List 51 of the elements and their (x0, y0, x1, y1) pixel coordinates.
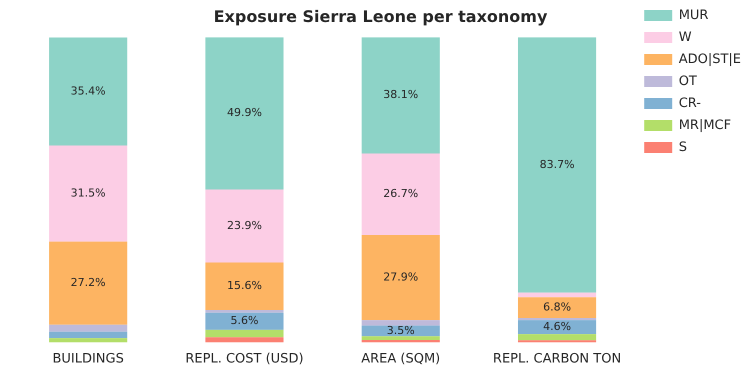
bar (362, 234, 440, 320)
bar (49, 332, 128, 338)
bar (362, 153, 440, 235)
bar (205, 262, 284, 310)
data-label: 3.5% (386, 324, 415, 337)
legend-label: OT (678, 74, 697, 89)
bar (205, 337, 284, 342)
data-label: 4.6% (543, 320, 572, 333)
bar (205, 310, 284, 313)
data-label: 83.7% (540, 158, 575, 171)
data-label: 27.9% (383, 270, 418, 284)
data-label: 38.1% (383, 88, 418, 102)
bar (518, 318, 596, 320)
bar (518, 297, 596, 318)
data-label: 31.5% (70, 186, 106, 200)
data-label: 49.9% (226, 106, 262, 120)
bar (49, 338, 128, 342)
data-label: 27.2% (70, 276, 106, 290)
x-tick-label: AREA (SQM) (361, 352, 440, 367)
chart-title: Exposure Sierra Leone per taxonomy (214, 6, 548, 26)
data-label: 15.6% (226, 279, 262, 292)
data-label: 26.7% (383, 187, 418, 200)
bar (205, 189, 284, 262)
data-label: 35.4% (70, 84, 106, 98)
bar (205, 330, 284, 338)
bar (49, 146, 128, 242)
bar (362, 336, 440, 340)
bar (518, 334, 596, 340)
data-label: 5.6% (230, 314, 258, 328)
data-label: 23.9% (226, 218, 262, 232)
bar (518, 37, 596, 293)
bar (49, 242, 128, 325)
x-tick-label: REPL. CARBON TON (492, 352, 622, 367)
legend-label: ADO|ST|E (678, 52, 742, 67)
x-tick-label: REPL. COST (USD) (185, 352, 304, 367)
bar (518, 320, 596, 334)
bar (205, 312, 284, 330)
bar (518, 292, 596, 298)
bar (205, 37, 284, 190)
legend-label: MUR (678, 8, 708, 23)
data-label: 6.8% (543, 300, 572, 314)
legend-label: MR|MCF (678, 118, 732, 133)
legend-label: W (678, 30, 692, 45)
legend-label: CR- (678, 96, 702, 111)
bar (362, 326, 440, 336)
bar (49, 38, 128, 146)
bar (362, 320, 440, 326)
bar (362, 37, 440, 154)
x-tick-label: BUILDINGS (52, 352, 124, 367)
bar (49, 324, 128, 332)
legend-label: S (678, 140, 687, 155)
